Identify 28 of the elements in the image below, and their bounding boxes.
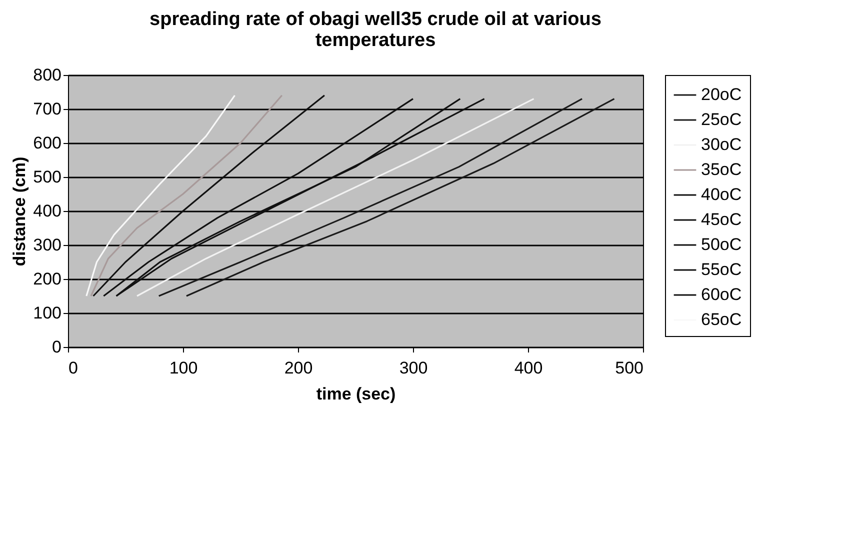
x-tick-label: 400: [514, 358, 543, 378]
y-tick-label: 500: [33, 168, 62, 186]
y-tick-label: 300: [33, 236, 62, 254]
legend-label: 20oC: [701, 85, 742, 104]
y-tick-label: 0: [52, 338, 62, 356]
legend-label: 40oC: [701, 185, 742, 204]
y-tick-label: 100: [33, 304, 62, 322]
x-tick-label: 300: [399, 358, 428, 378]
legend-label: 30oC: [701, 135, 742, 154]
x-tick-label: 200: [284, 358, 313, 378]
x-tick-label: 0: [68, 358, 78, 378]
y-tick-label: 800: [33, 66, 62, 84]
x-tick-label: 100: [169, 358, 198, 378]
y-axis-title: distance (cm): [10, 156, 30, 266]
y-tick-label: 200: [33, 270, 62, 288]
y-tick-label: 700: [33, 100, 62, 118]
y-tick-label: 600: [33, 134, 62, 152]
legend-label: 65oC: [701, 310, 742, 329]
y-tick-label: 400: [33, 202, 62, 220]
x-tick-label: 500: [615, 358, 644, 378]
legend-label: 35oC: [701, 160, 742, 179]
legend-label: 50oC: [701, 235, 742, 254]
x-axis-title: time (sec): [316, 384, 396, 404]
legend-label: 55oC: [701, 260, 742, 279]
legend-label: 60oC: [701, 285, 742, 304]
legend-label: 45oC: [701, 210, 742, 229]
legend-label: 25oC: [701, 110, 742, 129]
chart-title: spreading rate of obagi well35 crude oil at various temperatures: [150, 9, 602, 51]
